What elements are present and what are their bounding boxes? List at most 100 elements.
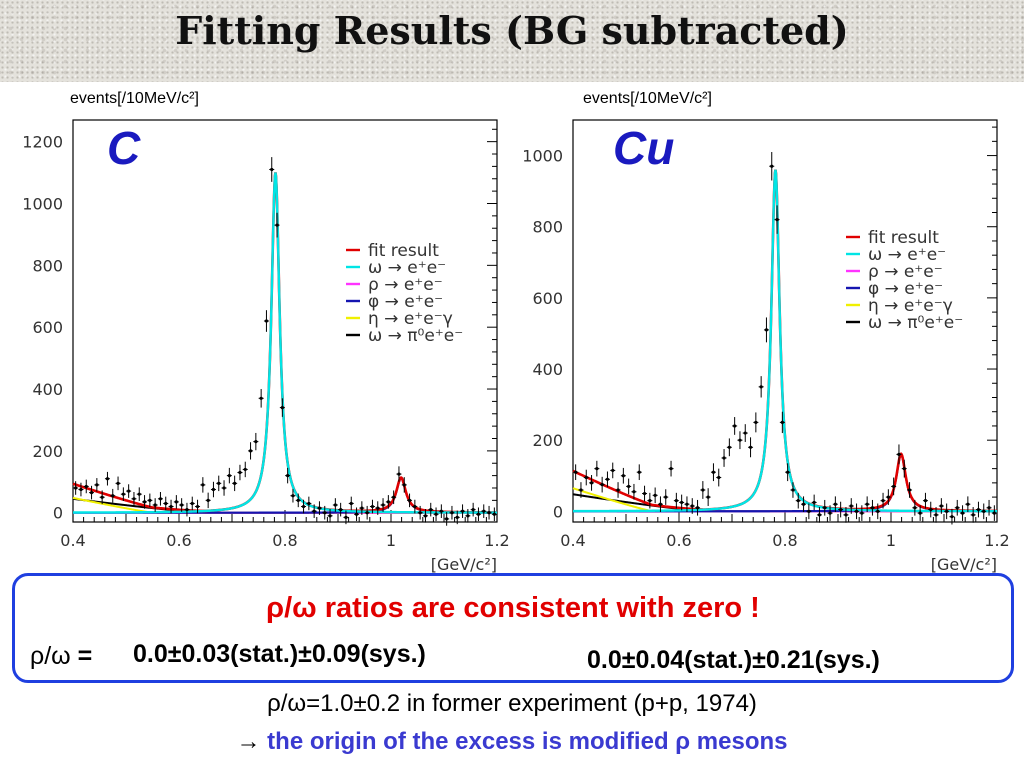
point-marker: [764, 328, 769, 332]
ratio-symbol: ρ/ω: [30, 642, 71, 670]
data-point: [716, 468, 722, 487]
data-point: [417, 505, 423, 520]
data-point: [811, 494, 817, 511]
data-point: [774, 205, 780, 234]
data-point: [131, 492, 137, 506]
point-marker: [466, 514, 470, 518]
point-marker: [743, 431, 747, 435]
point-marker: [74, 486, 78, 490]
point-marker: [482, 509, 486, 513]
data-point: [636, 464, 642, 481]
point-marker: [195, 504, 200, 509]
page-title: Fitting Results (BG subtracted): [175, 8, 849, 53]
point-marker: [339, 508, 343, 512]
point-marker: [664, 495, 668, 499]
data-point: [827, 505, 833, 521]
point-marker: [648, 499, 652, 503]
point-marker: [642, 491, 647, 496]
data-point: [163, 496, 169, 511]
point-marker: [701, 488, 705, 492]
data-point: [710, 463, 716, 482]
y-axis-label: events[/10MeV/c²]: [70, 90, 199, 107]
point-marker: [817, 513, 822, 517]
data-point: [422, 509, 428, 523]
point-marker: [881, 499, 885, 503]
point-marker: [180, 503, 184, 507]
target-label: Cu: [613, 122, 674, 174]
data-point: [311, 504, 317, 518]
data-point: [907, 482, 913, 498]
data-point: [401, 477, 407, 493]
legend-label: ρ → e⁺e⁻: [368, 275, 443, 295]
data-point: [269, 157, 275, 182]
point-marker: [153, 503, 157, 507]
point-marker: [854, 509, 859, 513]
point-marker: [823, 506, 827, 510]
point-marker: [370, 504, 375, 509]
y-tick-label: 400: [32, 380, 63, 399]
data-point: [279, 398, 285, 417]
point-marker: [280, 405, 284, 410]
point-marker: [833, 502, 837, 506]
point-marker: [323, 511, 327, 515]
curve-omega-ee: [573, 169, 997, 513]
x-tick-label: 0.4: [560, 531, 585, 550]
data-point: [917, 505, 923, 521]
point-marker: [84, 484, 88, 489]
y-tick-label: 0: [53, 504, 63, 523]
data-point: [184, 502, 190, 517]
data-point: [142, 495, 148, 509]
point-marker: [259, 396, 263, 400]
point-marker: [301, 504, 306, 509]
point-marker: [116, 481, 120, 485]
point-marker: [121, 492, 125, 496]
data-point: [316, 501, 322, 515]
point-marker: [476, 512, 481, 516]
point-marker: [870, 506, 875, 510]
point-marker: [690, 504, 694, 508]
data-point: [380, 498, 386, 512]
data-point: [253, 432, 259, 451]
data-point: [848, 498, 854, 514]
target-label: C: [107, 122, 141, 174]
point-marker: [611, 468, 615, 473]
x-tick-label: 0.8: [772, 531, 797, 550]
point-marker: [243, 467, 247, 472]
data-point: [173, 495, 179, 509]
data-point: [620, 467, 626, 484]
y-tick-label: 1200: [22, 133, 63, 152]
data-point: [954, 499, 960, 516]
data-point: [965, 496, 971, 513]
point-marker: [275, 223, 279, 227]
conclusion: → the origin of the excess is modified ρ…: [0, 728, 1024, 756]
data-point: [83, 479, 89, 494]
data-point: [885, 489, 891, 505]
plot-area: 0 200 400 600 800 1000 1200 0.4 0.6 0.8 1 1.2 [GeV/c…: [22, 119, 510, 574]
point-marker: [945, 509, 949, 513]
point-marker: [695, 506, 700, 510]
point-marker: [222, 486, 226, 490]
point-marker: [164, 501, 168, 506]
point-marker: [190, 501, 194, 506]
legend-label: ω → π⁰e⁺e⁻: [368, 326, 463, 346]
point-marker: [89, 491, 94, 495]
x-tick-label: 0.4: [60, 531, 85, 550]
data-point: [991, 505, 997, 521]
data-point: [412, 499, 418, 514]
data-point: [338, 502, 344, 517]
ratio-label: ρ/ω =: [30, 642, 92, 671]
legend-label: φ → e⁺e⁻: [368, 292, 443, 312]
data-point: [594, 460, 600, 477]
data-point: [779, 411, 785, 434]
data-point: [742, 424, 748, 442]
point-marker: [579, 488, 583, 492]
data-point: [205, 492, 211, 509]
chart-copper: events[/10MeV/c²] Cu 0 200 400 600 800 1000 0.…: [522, 90, 1009, 574]
point-marker: [169, 504, 173, 509]
data-point: [391, 490, 397, 505]
data-point: [610, 462, 616, 479]
data-point: [285, 467, 291, 484]
y-tick-label: 800: [532, 218, 563, 237]
data-point: [475, 507, 481, 522]
conclusion-text: the origin of the excess is modified ρ m…: [260, 728, 788, 755]
